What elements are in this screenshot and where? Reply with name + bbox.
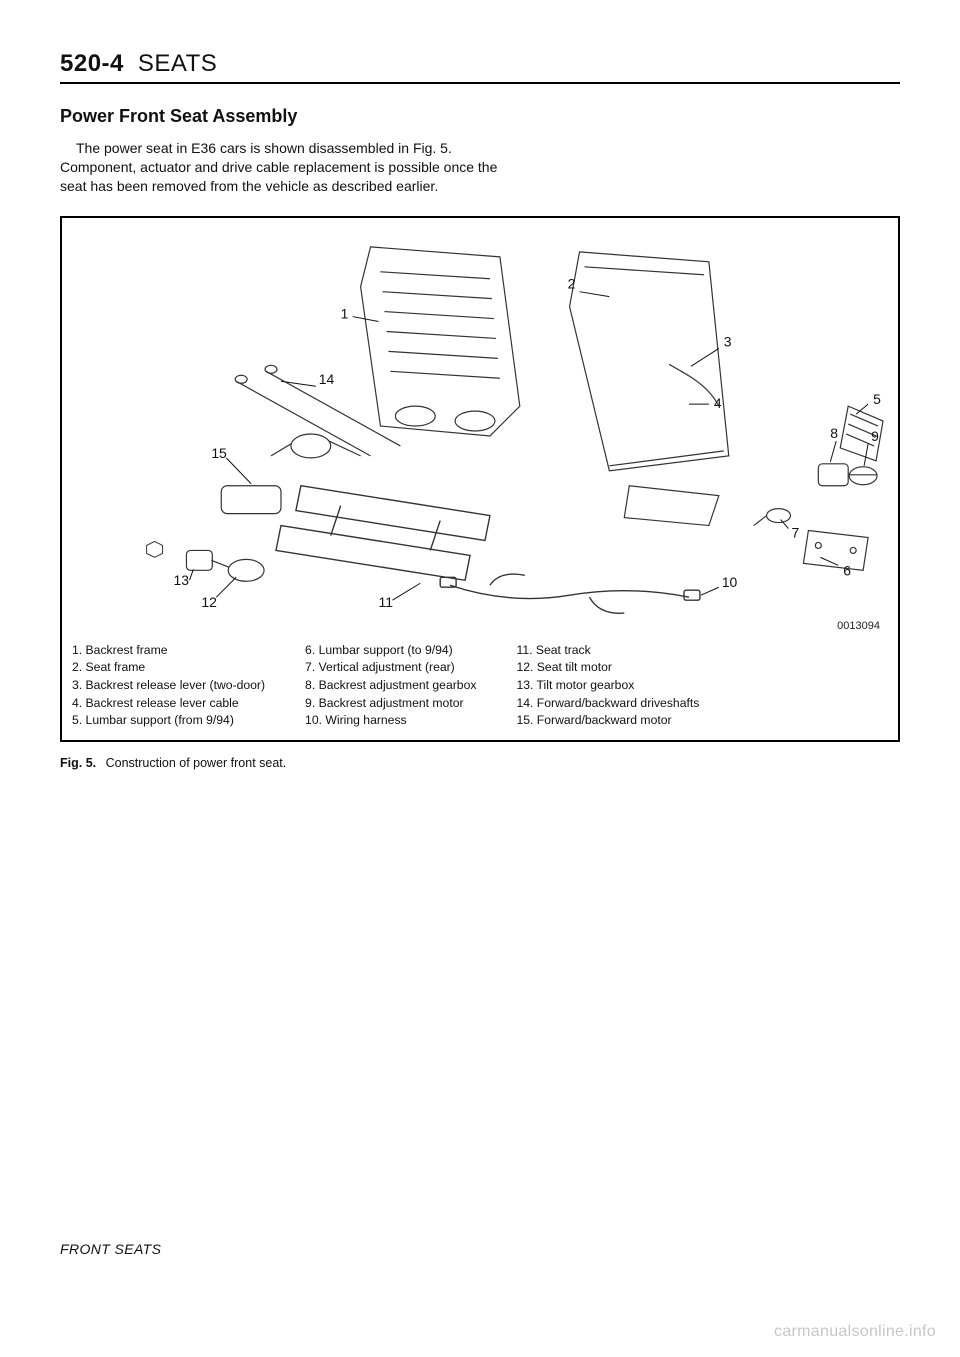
part-item: 1. Backrest frame xyxy=(72,642,265,660)
part-item: 14. Forward/backward driveshafts xyxy=(516,695,699,713)
callout-8: 8 xyxy=(830,425,838,441)
part-item: 15. Forward/backward motor xyxy=(516,712,699,730)
callout-1: 1 xyxy=(341,305,349,321)
page-number: 520-4 xyxy=(60,50,124,78)
figure-caption: Fig. 5. Construction of power front seat… xyxy=(60,756,900,770)
page-header: 520-4 SEATS xyxy=(60,50,900,84)
parts-col-2: 6. Lumbar support (to 9/94) 7. Vertical … xyxy=(305,642,476,730)
part-item: 11. Seat track xyxy=(516,642,699,660)
part-item: 10. Wiring harness xyxy=(305,712,476,730)
diagram-svg: 1 2 3 4 5 6 7 8 9 10 11 12 13 14 15 xyxy=(72,226,888,636)
page-footer: FRONT SEATS xyxy=(60,1241,161,1257)
caption-label: Fig. 5. xyxy=(60,756,96,770)
part-item: 13. Tilt motor gearbox xyxy=(516,677,699,695)
part-item: 3. Backrest release lever (two-door) xyxy=(72,677,265,695)
parts-col-3: 11. Seat track 12. Seat tilt motor 13. T… xyxy=(516,642,699,730)
part-item: 12. Seat tilt motor xyxy=(516,659,699,677)
callout-6: 6 xyxy=(843,562,851,578)
callout-14: 14 xyxy=(319,371,335,387)
callout-2: 2 xyxy=(568,275,576,291)
part-item: 6. Lumbar support (to 9/94) xyxy=(305,642,476,660)
callout-4: 4 xyxy=(714,395,722,411)
part-item: 4. Backrest release lever cable xyxy=(72,695,265,713)
callout-9: 9 xyxy=(871,428,879,444)
body-text: The power seat in E36 cars is shown disa… xyxy=(60,139,520,196)
callout-11: 11 xyxy=(378,594,393,610)
callout-7: 7 xyxy=(791,524,799,540)
callout-3: 3 xyxy=(724,333,732,349)
part-item: 8. Backrest adjustment gearbox xyxy=(305,677,476,695)
caption-text: Construction of power front seat. xyxy=(106,756,287,770)
part-item: 9. Backrest adjustment motor xyxy=(305,695,476,713)
exploded-diagram: 1 2 3 4 5 6 7 8 9 10 11 12 13 14 15 0013… xyxy=(72,226,888,636)
section-title: Power Front Seat Assembly xyxy=(60,106,900,127)
part-item: 2. Seat frame xyxy=(72,659,265,677)
callout-10: 10 xyxy=(722,574,738,590)
figure-box: 1 2 3 4 5 6 7 8 9 10 11 12 13 14 15 0013… xyxy=(60,216,900,742)
callout-5: 5 xyxy=(873,391,881,407)
figure-ref-id: 0013094 xyxy=(837,620,880,632)
watermark: carmanualsonline.info xyxy=(774,1323,936,1341)
callout-13: 13 xyxy=(174,572,190,588)
parts-col-1: 1. Backrest frame 2. Seat frame 3. Backr… xyxy=(72,642,265,730)
callout-12: 12 xyxy=(201,594,217,610)
parts-list: 1. Backrest frame 2. Seat frame 3. Backr… xyxy=(72,642,888,730)
callout-15: 15 xyxy=(211,445,227,461)
part-item: 5. Lumbar support (from 9/94) xyxy=(72,712,265,730)
page-title: SEATS xyxy=(138,50,217,78)
part-item: 7. Vertical adjustment (rear) xyxy=(305,659,476,677)
manual-page: 520-4 SEATS Power Front Seat Assembly Th… xyxy=(0,0,960,1357)
